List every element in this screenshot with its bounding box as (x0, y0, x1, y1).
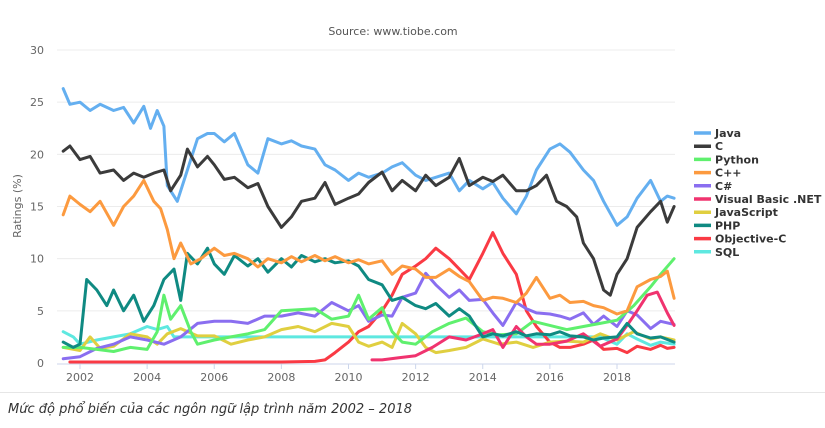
y-tick-label: 0 (37, 357, 44, 370)
series-line-objective-c[interactable] (68, 231, 676, 364)
y-tick-label: 25 (30, 96, 44, 109)
y-tick-label: 10 (30, 253, 44, 266)
series-line-python[interactable] (61, 257, 676, 353)
series-line-c[interactable] (61, 178, 676, 316)
figure-caption: Mức độ phổ biến của các ngôn ngữ lập trì… (8, 402, 413, 417)
legend-label: Visual Basic .NET (715, 193, 822, 206)
legend-label: JavaScript (714, 206, 778, 219)
legend-item-sql[interactable]: SQL (694, 246, 739, 259)
series-line-php[interactable] (61, 246, 676, 349)
legend-label: SQL (715, 246, 739, 259)
x-tick-label: 2004 (133, 371, 161, 384)
x-tick-label: 2002 (66, 371, 94, 384)
legend-item-objective-c[interactable]: Objective-C (694, 233, 786, 246)
x-tick-label: 2006 (200, 371, 228, 384)
legend-item-c[interactable]: C++ (694, 167, 742, 180)
x-tick-label: 2018 (603, 371, 631, 384)
series-lines (61, 87, 676, 364)
y-tick-label: 30 (30, 44, 44, 57)
series-line-visual-basic-net[interactable] (370, 290, 676, 362)
legend-label: C (715, 140, 723, 153)
y-tick-label: 20 (30, 148, 44, 161)
legend-label: C++ (715, 167, 742, 180)
legend-item-python[interactable]: Python (694, 153, 759, 166)
series-line-c[interactable] (61, 271, 676, 361)
y-tick-label: 15 (30, 201, 44, 214)
legend-label: Objective-C (715, 233, 786, 246)
y-axis-label: Ratings (%) (11, 174, 24, 238)
legend-label: PHP (715, 219, 740, 232)
legend-label: Java (714, 127, 741, 140)
legend-item-visual-basic-net[interactable]: Visual Basic .NET (694, 193, 822, 206)
legend-item-c[interactable]: C# (694, 180, 732, 193)
divider (0, 392, 825, 393)
y-tick-label: 5 (37, 305, 44, 318)
chart-title: Source: www.tiobe.com (328, 25, 457, 38)
x-tick-label: 2010 (335, 371, 363, 384)
legend-item-java[interactable]: Java (694, 127, 741, 140)
gridlines (57, 49, 675, 312)
series-line-java[interactable] (61, 87, 676, 227)
x-tick-label: 2016 (536, 371, 564, 384)
y-axis-ticks: 0 5 10 15 20 25 30 (30, 44, 44, 370)
x-tick-label: 2008 (267, 371, 295, 384)
legend-label: C# (715, 180, 732, 193)
x-tick-label: 2012 (402, 371, 430, 384)
legend-item-c[interactable]: C (694, 140, 723, 153)
x-axis-ticks: 2002 2004 2006 2008 2010 2012 2014 2016 2018 (66, 364, 631, 384)
legend-item-php[interactable]: PHP (694, 219, 740, 232)
series-line-c[interactable] (61, 144, 676, 297)
legend-label: Python (715, 153, 759, 166)
x-tick-label: 2014 (469, 371, 497, 384)
legend-item-javascript[interactable]: JavaScript (694, 206, 778, 219)
